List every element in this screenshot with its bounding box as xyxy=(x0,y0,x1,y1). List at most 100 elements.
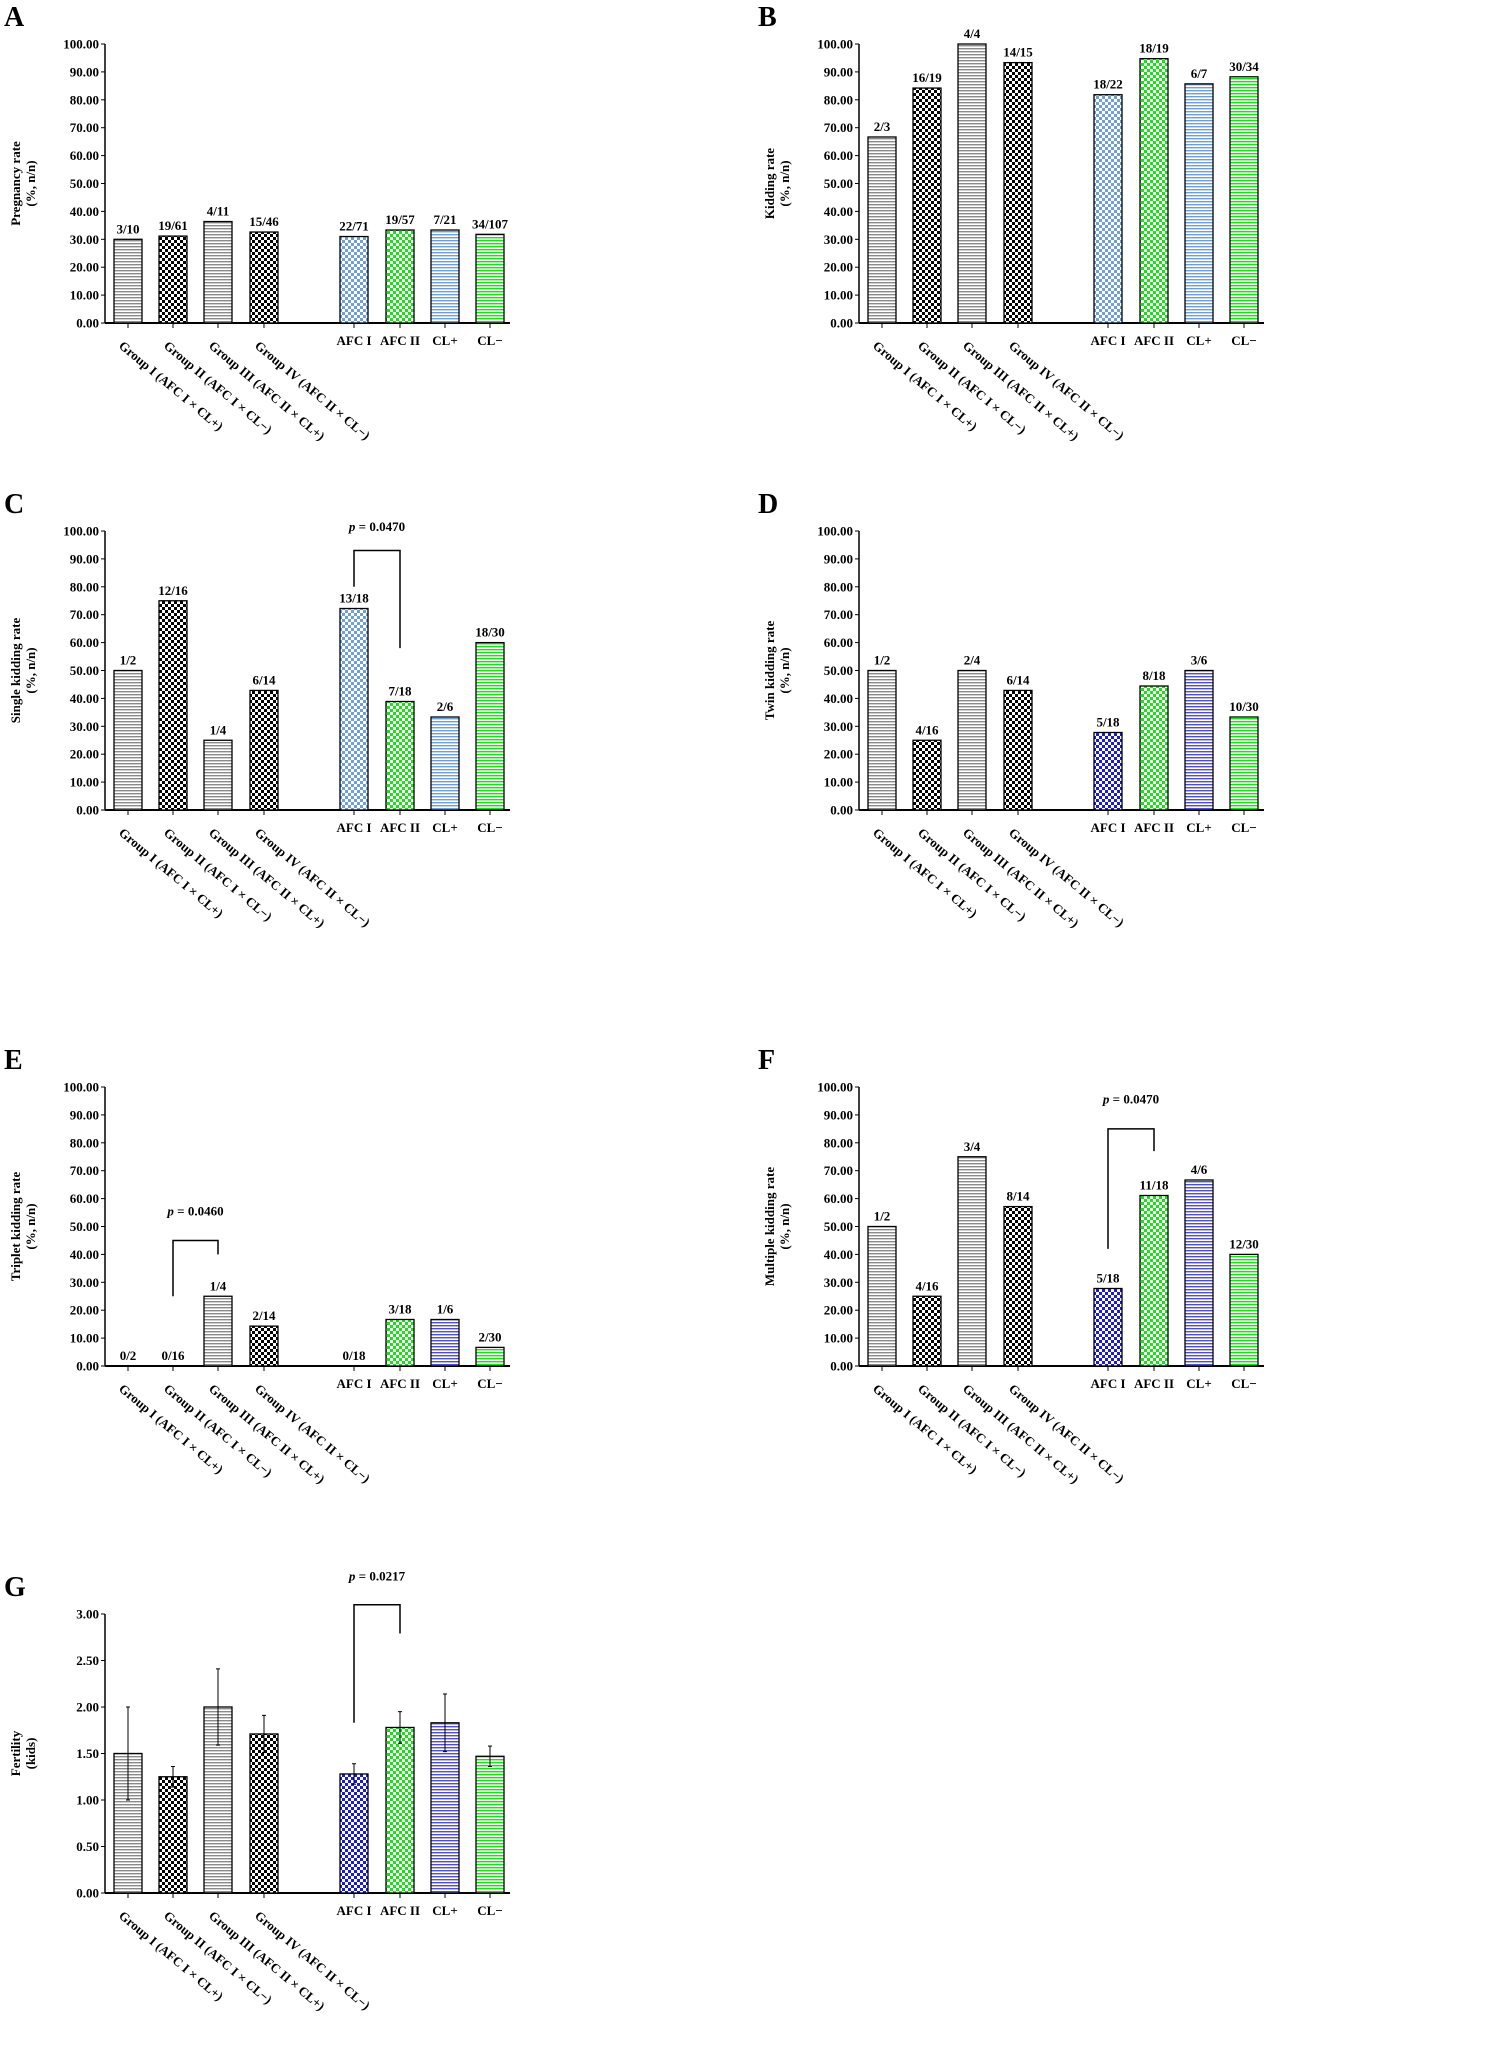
data-label: 18/19 xyxy=(1139,41,1169,56)
data-label: 22/71 xyxy=(339,219,369,234)
bar xyxy=(249,689,279,811)
y-tick-label: 70.00 xyxy=(70,1163,99,1178)
data-label: 2/30 xyxy=(478,1329,501,1344)
y-tick-label: 50.00 xyxy=(824,663,853,678)
data-label: 12/30 xyxy=(1229,1236,1259,1251)
y-tick-label: 0.00 xyxy=(830,803,853,818)
bar xyxy=(1229,1253,1259,1367)
data-label: 2/6 xyxy=(437,699,454,714)
bar xyxy=(203,220,233,324)
y-tick-label: 70.00 xyxy=(70,120,99,135)
y-tick-label: 80.00 xyxy=(824,1135,853,1150)
data-label: 19/57 xyxy=(385,212,415,227)
x-category-label: CL+ xyxy=(1186,1376,1211,1391)
panel-letter: C xyxy=(4,489,24,520)
data-label: 16/19 xyxy=(912,70,942,85)
p-value-label: p = 0.0470 xyxy=(1102,1092,1159,1107)
data-label: 8/14 xyxy=(1006,1189,1030,1204)
y-axis-label: Twin kidding rate xyxy=(762,621,777,721)
significance-bracket xyxy=(353,549,401,649)
y-axis-unit: (%, n/n) xyxy=(23,1203,38,1249)
y-tick-label: 40.00 xyxy=(824,691,853,706)
bar xyxy=(385,700,415,811)
bar xyxy=(385,229,415,324)
x-category-label: CL− xyxy=(1231,1376,1256,1391)
bar xyxy=(158,600,188,811)
data-label: 6/14 xyxy=(1006,672,1030,687)
data-label: 18/30 xyxy=(475,625,505,640)
bar xyxy=(912,1295,942,1367)
y-tick-label: 40.00 xyxy=(824,1247,853,1262)
y-tick-label: 0.00 xyxy=(830,1359,853,1374)
x-category-label: AFC I xyxy=(336,333,371,348)
y-tick-label: 60.00 xyxy=(824,635,853,650)
bar xyxy=(1184,669,1214,811)
y-tick-label: 100.00 xyxy=(63,37,99,52)
y-axis-unit: (%, n/n) xyxy=(777,160,792,206)
data-label: 1/2 xyxy=(874,653,891,668)
data-label: 3/6 xyxy=(1191,653,1208,668)
y-tick-label: 20.00 xyxy=(70,747,99,762)
bar xyxy=(203,739,233,811)
x-category-label: CL+ xyxy=(432,1903,457,1918)
data-label: 3/18 xyxy=(388,1301,412,1316)
y-axis-unit: (kids) xyxy=(23,1738,38,1770)
panel-letter: A xyxy=(4,2,25,33)
y-axis-label: Fertility xyxy=(8,1730,23,1776)
y-tick-label: 0.50 xyxy=(76,1839,99,1854)
significance-bracket xyxy=(1107,1128,1155,1249)
y-tick-label: 50.00 xyxy=(70,663,99,678)
y-tick-label: 70.00 xyxy=(824,1163,853,1178)
data-label: 18/22 xyxy=(1093,77,1123,92)
y-tick-label: 0.00 xyxy=(76,1359,99,1374)
data-label: 3/10 xyxy=(116,221,139,236)
p-value-label: p = 0.0217 xyxy=(348,1569,406,1584)
y-tick-label: 90.00 xyxy=(70,64,99,79)
x-category-label: CL− xyxy=(477,333,502,348)
bar xyxy=(158,1776,188,1894)
p-value-label: p = 0.0470 xyxy=(348,519,405,534)
x-category-label: AFC II xyxy=(1134,333,1174,348)
x-category-label: AFC II xyxy=(1134,820,1174,835)
bar xyxy=(158,235,188,324)
data-label: 1/4 xyxy=(210,1278,227,1293)
y-tick-label: 60.00 xyxy=(70,635,99,650)
panel-letter: B xyxy=(758,2,777,33)
data-label: 13/18 xyxy=(339,591,369,606)
data-label: 2/3 xyxy=(874,119,891,134)
bar xyxy=(385,1318,415,1367)
bar xyxy=(1093,94,1123,324)
data-label: 14/15 xyxy=(1003,45,1033,60)
y-tick-label: 80.00 xyxy=(824,579,853,594)
data-label: 6/7 xyxy=(1191,66,1208,81)
y-tick-label: 30.00 xyxy=(824,1275,853,1290)
y-axis-label: Kidding rate xyxy=(762,148,777,219)
x-category-label: CL+ xyxy=(432,1376,457,1391)
y-axis-label: Single kidding rate xyxy=(8,618,23,724)
y-tick-label: 30.00 xyxy=(824,232,853,247)
y-tick-label: 90.00 xyxy=(824,64,853,79)
bar xyxy=(1184,83,1214,324)
data-label: 1/2 xyxy=(874,1209,891,1224)
y-tick-label: 2.00 xyxy=(76,1700,99,1715)
data-label: 4/16 xyxy=(915,722,939,737)
y-tick-label: 40.00 xyxy=(70,691,99,706)
y-axis-label: Triplet kidding rate xyxy=(8,1172,23,1282)
y-tick-label: 70.00 xyxy=(824,607,853,622)
bar xyxy=(867,1225,897,1367)
y-tick-label: 10.00 xyxy=(70,1331,99,1346)
y-tick-label: 50.00 xyxy=(824,1219,853,1234)
y-tick-label: 60.00 xyxy=(824,1191,853,1206)
y-tick-label: 0.00 xyxy=(830,316,853,331)
y-tick-label: 70.00 xyxy=(70,607,99,622)
y-tick-label: 50.00 xyxy=(70,176,99,191)
y-tick-label: 100.00 xyxy=(817,37,853,52)
bar xyxy=(475,233,505,324)
data-label: 4/16 xyxy=(915,1278,939,1293)
data-label: 10/30 xyxy=(1229,699,1259,714)
bar xyxy=(1139,58,1169,324)
panel-d: D Twin kidding rate (%, n/n) 0.00 10.00 20.00… xyxy=(758,489,1264,930)
x-category-label: AFC II xyxy=(380,1903,420,1918)
y-tick-label: 90.00 xyxy=(70,1107,99,1122)
x-category-label: AFC II xyxy=(380,333,420,348)
